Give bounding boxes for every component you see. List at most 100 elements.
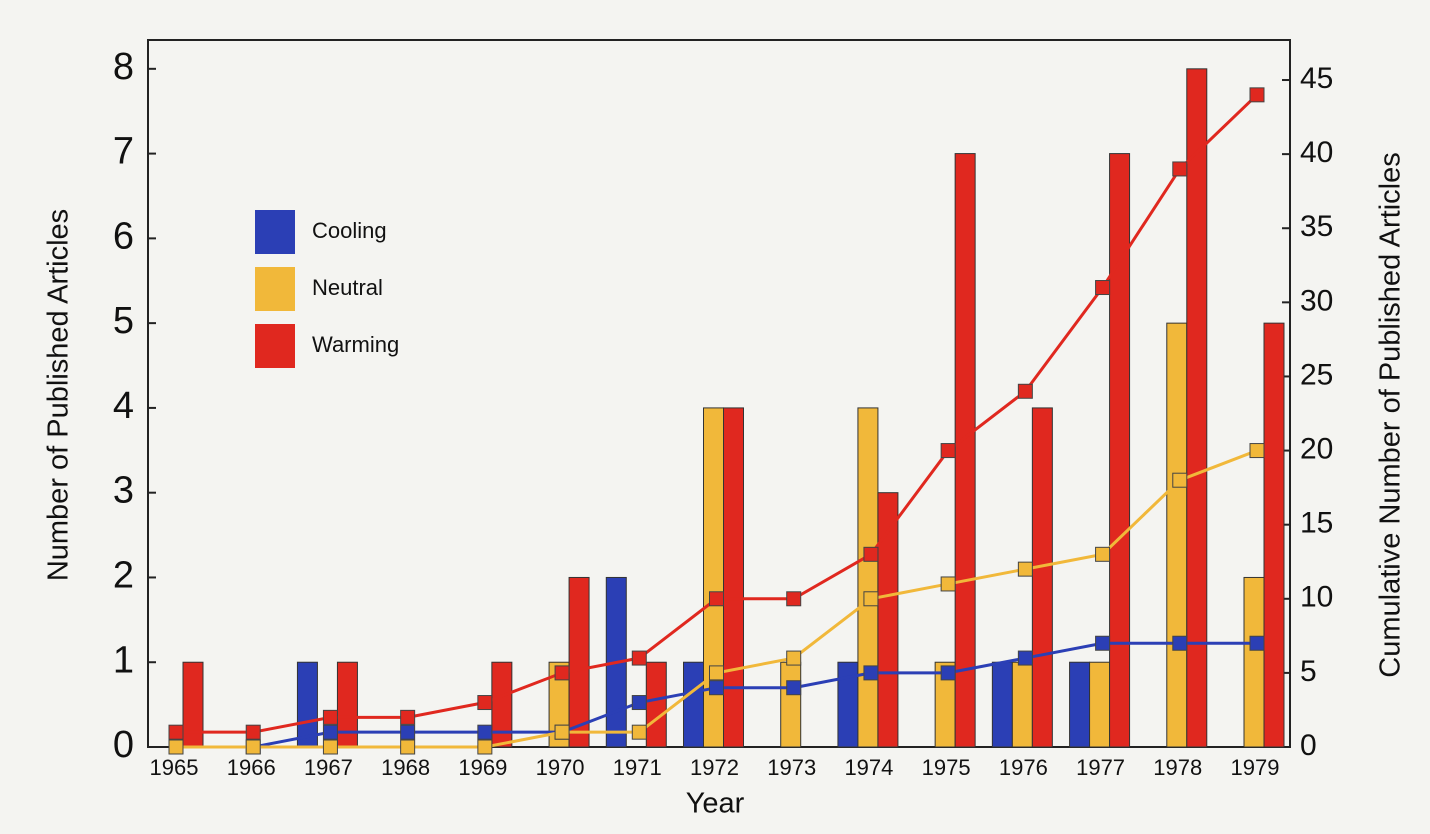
cumulative-marker [631, 724, 647, 740]
x-tick-label: 1971 [613, 755, 662, 780]
bar [182, 661, 204, 748]
y-tick-label: 6 [113, 215, 134, 257]
cumulative-marker [1249, 443, 1265, 459]
y2-tick-label: 25 [1300, 358, 1333, 391]
y-tick-label: 1 [113, 639, 134, 681]
cumulative-marker [245, 724, 261, 740]
bar [1031, 407, 1053, 748]
cumulative-marker [322, 724, 338, 740]
y2-tick-label: 15 [1300, 507, 1333, 540]
cumulative-marker [940, 443, 956, 459]
cumulative-marker [245, 739, 261, 755]
bar [954, 153, 976, 748]
bar [491, 661, 513, 748]
y2-tick-label: 45 [1300, 62, 1333, 95]
x-tick-label: 1972 [690, 755, 739, 780]
x-tick-label: 1967 [304, 755, 353, 780]
x-tick-label: 1978 [1153, 755, 1202, 780]
cumulative-marker [940, 576, 956, 592]
bar [857, 407, 879, 748]
y2-tick-label: 0 [1300, 729, 1317, 762]
cumulative-marker [400, 724, 416, 740]
x-tick-label: 1973 [767, 755, 816, 780]
x-tick-label: 1976 [999, 755, 1048, 780]
cumulative-marker [1017, 383, 1033, 399]
y-tick-label: 8 [113, 46, 134, 88]
cumulative-marker [1017, 650, 1033, 666]
y-tick-label: 0 [113, 724, 134, 766]
cumulative-marker [1095, 635, 1111, 651]
bar [703, 407, 724, 748]
cumulative-marker [709, 591, 724, 607]
x-tick-label: 1970 [536, 755, 585, 780]
legend-label: Cooling [312, 218, 387, 243]
bar [1089, 661, 1111, 748]
legend-label: Warming [312, 332, 399, 357]
cumulative-marker [786, 680, 802, 696]
legend-swatch [255, 210, 295, 254]
cumulative-marker [1017, 561, 1033, 577]
bar [1263, 322, 1285, 748]
cumulative-marker [322, 739, 338, 755]
cumulative-marker [477, 695, 493, 711]
y-axis-label: Number of Published Articles [43, 209, 75, 581]
legend-swatch [255, 267, 295, 311]
legend-swatch [255, 324, 295, 368]
x-tick-label: 1979 [1231, 755, 1280, 780]
x-tick-label: 1965 [150, 755, 199, 780]
y2-tick-label: 30 [1300, 284, 1333, 317]
bar [1109, 153, 1131, 748]
y2-tick-label: 35 [1300, 210, 1333, 243]
cumulative-marker [1172, 635, 1188, 651]
y-tick-label: 7 [113, 131, 134, 173]
x-tick-label: 1969 [458, 755, 507, 780]
cumulative-marker [400, 709, 416, 725]
y2-tick-label: 20 [1300, 432, 1333, 465]
bar [1069, 661, 1091, 748]
cumulative-marker [1249, 635, 1265, 651]
cumulative-marker [863, 591, 879, 607]
cumulative-marker [477, 724, 493, 740]
cumulative-marker [554, 665, 570, 681]
y2-axis-label: Cumulative Number of Published Articles [1375, 152, 1407, 677]
bar [723, 407, 744, 748]
bar [683, 661, 704, 748]
cumulative-marker [168, 724, 184, 740]
cumulative-marker [1172, 472, 1188, 488]
cumulative-marker [940, 665, 956, 681]
legend-label: Neutral [312, 275, 383, 300]
bar [568, 576, 590, 748]
bar [1011, 661, 1033, 748]
cumulative-marker [554, 724, 570, 740]
cumulative-marker [168, 739, 184, 755]
y-tick-label: 2 [113, 554, 134, 596]
cumulative-marker [1249, 87, 1265, 103]
bar [1186, 68, 1208, 748]
cumulative-marker [863, 546, 879, 562]
cumulative-marker [863, 665, 879, 681]
bar [991, 661, 1013, 748]
x-tick-label: 1977 [1076, 755, 1125, 780]
y-tick-label: 3 [113, 470, 134, 512]
cumulative-marker [786, 650, 802, 666]
cumulative-marker [477, 739, 493, 755]
x-tick-label: 1974 [844, 755, 893, 780]
x-tick-label: 1975 [922, 755, 971, 780]
cumulative-marker [786, 591, 802, 607]
x-axis-label: Year [686, 788, 745, 820]
cumulative-marker [631, 650, 647, 666]
cumulative-marker [1172, 161, 1188, 177]
cumulative-marker [400, 739, 416, 755]
bar [780, 661, 802, 748]
y-tick-label: 5 [113, 300, 134, 342]
bar [1166, 322, 1188, 748]
bar [877, 492, 899, 748]
cumulative-marker [631, 695, 647, 711]
y2-tick-label: 40 [1300, 136, 1333, 169]
x-tick-label: 1968 [381, 755, 430, 780]
cumulative-marker [1095, 280, 1111, 296]
y2-tick-label: 10 [1300, 581, 1333, 614]
x-tick-label: 1966 [227, 755, 276, 780]
bar [1243, 576, 1265, 748]
